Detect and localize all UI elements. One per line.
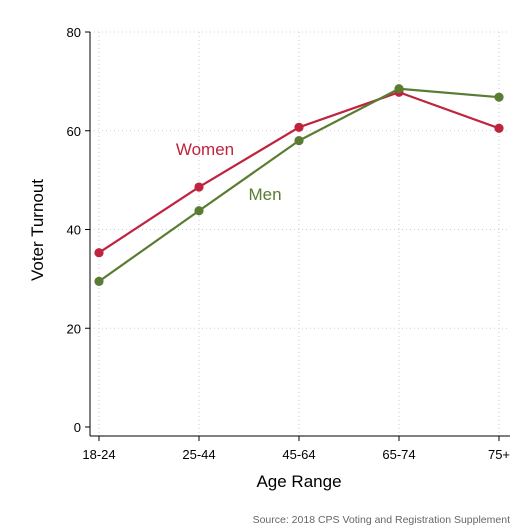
data-point-women <box>94 248 104 258</box>
data-point-men <box>294 136 304 146</box>
x-tick-label: 45-64 <box>282 447 315 462</box>
series-men: Men <box>94 84 504 286</box>
labels-group: Voter Turnout Age Range Source: 2018 CPS… <box>28 179 510 526</box>
x-axis-title: Age Range <box>256 472 341 491</box>
x-tick-label: 65-74 <box>382 447 415 462</box>
y-tick-label: 20 <box>67 321 81 336</box>
y-tick-label: 80 <box>67 25 81 40</box>
data-point-women <box>294 122 304 132</box>
source-note: Source: 2018 CPS Voting and Registration… <box>253 514 510 526</box>
series-women: Women <box>94 87 504 258</box>
data-point-women <box>494 123 504 133</box>
y-axis-title: Voter Turnout <box>28 179 47 281</box>
data-point-men <box>494 92 504 102</box>
axes: 0 20 40 60 80 18-24 25-44 45-64 65-74 75+ <box>67 25 511 462</box>
data-point-men <box>394 84 404 94</box>
series-label-women: Women <box>176 140 234 159</box>
y-tick-label: 60 <box>67 124 81 139</box>
series-label-men: Men <box>248 185 281 204</box>
data-point-women <box>194 182 204 192</box>
grid-lines <box>90 31 510 436</box>
x-tick-label: 25-44 <box>182 447 215 462</box>
x-tick-label: 18-24 <box>82 447 115 462</box>
x-tick-label: 75+ <box>488 447 510 462</box>
y-tick-label: 0 <box>74 420 81 435</box>
series-group: Women Men <box>94 84 504 286</box>
y-tick-label: 40 <box>67 223 81 238</box>
data-point-men <box>94 276 104 286</box>
data-point-men <box>194 206 204 216</box>
